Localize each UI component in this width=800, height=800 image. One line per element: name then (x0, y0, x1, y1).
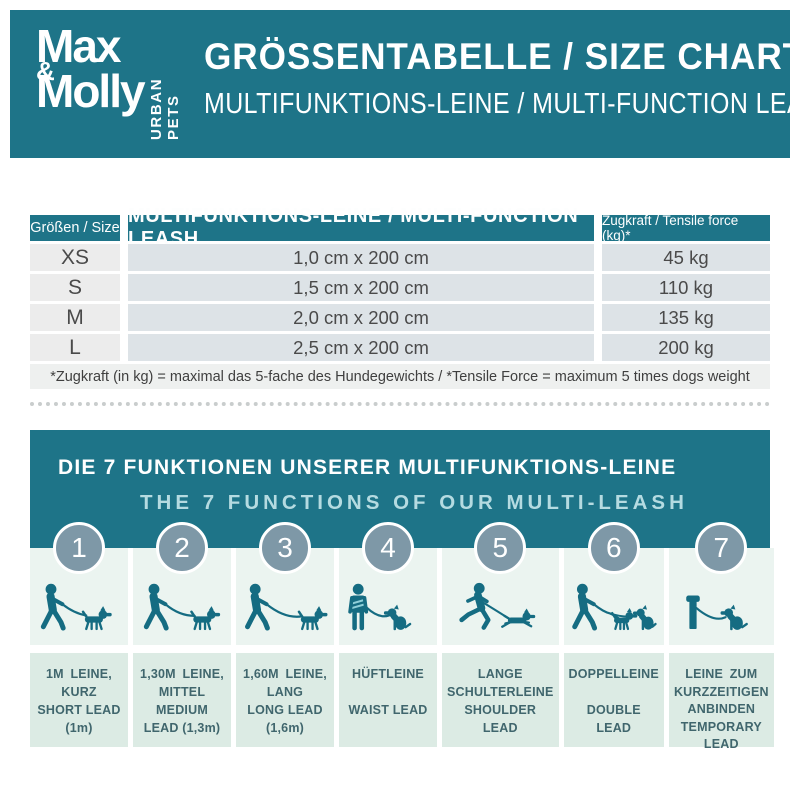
max-and-molly-logo: Max & Molly URBAN PETS (36, 20, 182, 140)
column-header-force: Zugkraft / Tensile force (kg)* (602, 213, 770, 243)
function-item-6: 6 (563, 522, 664, 747)
function-label-de-2: 1,30M LEINE, MITTEL (140, 667, 224, 699)
dimensions-cell-xs: 1,0 cm x 200 cm (128, 244, 594, 271)
function-number-badge-7: 7 (695, 522, 748, 574)
function-number-badge-2: 2 (156, 522, 208, 574)
function-number-6: 6 (605, 532, 622, 563)
person-running-shoulder-leash-dog-icon (459, 582, 536, 630)
function-label-en-1: SHORT LEAD (1m) (37, 703, 121, 735)
function-number-4: 4 (380, 532, 396, 563)
logo-ampersand: & (36, 56, 55, 86)
size-chart-table: Größen / Size MULTIFUNKTIONS-LEINE / MUL… (30, 205, 770, 389)
function-label-en-3: LONG LEAD (1,6m) (247, 703, 323, 735)
function-item-3: 3 (236, 522, 334, 747)
person-waist-leash-sitting-dog-icon (348, 583, 412, 631)
function-label-card-2: 1,30M LEINE, MITTEL MEDIUM LEAD (1,3m) (133, 653, 231, 747)
size-cell-s: S (30, 274, 120, 301)
function-label-de-3: 1,60M LEINE, LANG (243, 667, 327, 699)
table-footnote: *Zugkraft (in kg) = maximal das 5-fache … (30, 364, 770, 389)
function-label-card-5: LANGE SCHULTERLEINE SHOULDER LEAD (442, 653, 559, 747)
force-cell-xs: 45 kg (602, 244, 770, 271)
dimensions-cell-m: 2,0 cm x 200 cm (128, 304, 594, 331)
function-number-3: 3 (277, 532, 293, 563)
function-number-1: 1 (71, 532, 87, 563)
function-icon-card-4 (339, 548, 437, 645)
function-number-badge-4: 4 (362, 522, 414, 574)
logo-molly: Molly (36, 64, 146, 117)
function-item-7: 7 LEINE ZUM KURZZEITIGEN ANBINDEN T (668, 522, 774, 751)
dimensions-cell-l: 2,5 cm x 200 cm (128, 334, 594, 361)
function-label-card-3: 1,60M LEINE, LANG LONG LEAD (1,6m) (236, 653, 334, 747)
function-number-5: 5 (492, 532, 509, 563)
function-number-badge-1: 1 (53, 522, 105, 574)
function-label-card-1: 1M LEINE, KURZ SHORT LEAD (1m) (30, 653, 128, 747)
person-walking-dog-medium-leash-icon (143, 583, 221, 631)
person-walking-dog-short-leash-icon (40, 583, 112, 631)
size-cell-l: L (30, 334, 120, 361)
function-number-7: 7 (713, 532, 730, 563)
size-cell-m: M (30, 304, 120, 331)
function-item-2: 2 (133, 522, 231, 747)
functions-columns: 1 (30, 522, 774, 751)
function-label-de-7: LEINE ZUM KURZZEITIGEN ANBINDEN (673, 667, 769, 716)
function-label-de-5: LANGE SCHULTERLEINE (447, 667, 554, 699)
function-item-1: 1 (30, 522, 128, 747)
function-label-card-4: HÜFTLEINE WAIST LEAD (339, 653, 437, 747)
function-label-card-7: LEINE ZUM KURZZEITIGEN ANBINDEN TEMPORAR… (668, 653, 774, 751)
logo-max: Max (36, 20, 121, 72)
function-label-card-6: DOPPELLEINE DOUBLE LEAD (563, 653, 664, 747)
force-cell-s: 110 kg (602, 274, 770, 301)
page-subtitle: MULTIFUNKTIONS-LEINE / MULTI-FUNCTION LE… (203, 88, 800, 120)
function-number-badge-3: 3 (259, 522, 311, 574)
function-item-4: 4 (339, 522, 437, 747)
function-label-de-1: 1M LEINE, KURZ (46, 667, 112, 699)
logo-urban-pets: URBAN PETS (147, 77, 182, 140)
force-cell-m: 135 kg (602, 304, 770, 331)
function-number-2: 2 (174, 532, 190, 563)
function-number-badge-6: 6 (587, 522, 640, 574)
function-label-de-4: HÜFTLEINE (352, 667, 424, 681)
size-cell-xs: XS (30, 244, 120, 271)
dimensions-cell-s: 1,5 cm x 200 cm (128, 274, 594, 301)
function-number-badge-5: 5 (474, 522, 527, 574)
page-title: GRÖSSENTABELLE / SIZE CHART (203, 36, 800, 77)
force-cell-l: 200 kg (602, 334, 770, 361)
header-banner: Max & Molly URBAN PETS GRÖSSENTABELLE / … (10, 10, 800, 158)
function-icon-card-6 (563, 548, 664, 645)
function-label-en-4: WAIST LEAD (348, 703, 428, 717)
function-label-en-7: TEMPORARY LEAD (680, 719, 762, 752)
function-label-en-2: MEDIUM LEAD (1,3m) (143, 703, 221, 735)
function-label-de-6: DOPPELLEINE (568, 667, 659, 681)
person-walking-two-dogs-icon (571, 583, 657, 631)
post-tethered-sitting-dog-icon (686, 595, 749, 631)
person-walking-dog-long-leash-icon (245, 583, 328, 631)
function-label-en-5: SHOULDER LEAD (464, 703, 537, 735)
function-item-5: 5 (442, 522, 559, 747)
functions-heading-de: DIE 7 FUNKTIONEN UNSERER MULTIFUNKTIONS-… (58, 456, 677, 479)
column-header-leash: MULTIFUNKTIONS-LEINE / MULTI-FUNCTION LE… (128, 205, 594, 250)
column-header-size: Größen / Size (30, 215, 120, 241)
function-label-en-6: DOUBLE LEAD (586, 703, 641, 735)
functions-heading-en: THE 7 FUNCTIONS OF OUR MULTI-LEASH (140, 491, 688, 514)
dotted-divider (30, 402, 770, 406)
logo-wordmark: Max & Molly (36, 20, 146, 140)
functions-panel: DIE 7 FUNKTIONEN UNSERER MULTIFUNKTIONS-… (30, 430, 774, 751)
